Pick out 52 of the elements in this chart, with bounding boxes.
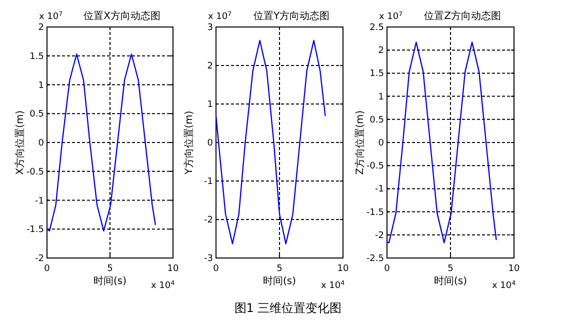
y-axis-title: X方向位置(m) (14, 110, 26, 175)
y-tick-label: -2 (375, 230, 384, 241)
caption: 图1 三维位置变化图 (234, 301, 342, 315)
text: x 10$^{7}$ (39, 10, 63, 22)
y-tick-label: 0.5 (30, 110, 44, 120)
y-axis-title: Y方向位置(m) (183, 110, 195, 176)
y-tick-label: 1 (378, 92, 384, 102)
chart-title: 位置X方向动态图 (84, 10, 160, 22)
y-tick-label: 0 (207, 138, 214, 148)
y-tick-label: 2 (38, 23, 44, 33)
line-series (215, 40, 326, 244)
y-tick-label: -0.5 (366, 162, 384, 172)
x-axis-title: 时间(s) (93, 275, 127, 287)
y-tick-label: 0 (38, 138, 44, 148)
y-tick-label: -2.5 (366, 254, 384, 264)
y-tick-label: -3 (204, 254, 213, 264)
text: x 10$^{7}$ (379, 10, 403, 22)
y-tick-label: -1.5 (366, 208, 384, 218)
y-tick-label: 1 (38, 80, 44, 91)
y-axis-title: Z方向位置(m) (354, 110, 366, 175)
x-tick-label: 5 (448, 264, 454, 274)
y-tick-label: -0.5 (26, 167, 44, 178)
x-axis-title: 时间(s) (262, 275, 296, 287)
x-tick-label: 5 (107, 264, 113, 274)
x-tick-label: 5 (276, 264, 282, 274)
y-tick-label: 2.5 (370, 23, 384, 33)
x-axis-title: 时间(s) (434, 275, 468, 287)
text: x 10$^{7}$ (208, 10, 232, 22)
y-tick-label: 2 (207, 62, 213, 72)
y-tick-label: 2 (378, 46, 384, 56)
chart-title: 位置Y方向动态图 (253, 10, 330, 22)
y-tick-label: 0.5 (370, 115, 384, 126)
text: x 10$^{4}$ (151, 280, 175, 291)
y-tick-label: -1 (204, 177, 213, 187)
y-tick-label: -1.5 (26, 225, 44, 236)
y-tick-label: 1.5 (370, 69, 384, 80)
y-tick-label: -1 (35, 196, 44, 206)
y-tick-label: 0 (378, 138, 384, 148)
y-tick-label: -1 (375, 184, 384, 195)
y-tick-label: 1 (207, 100, 213, 110)
text: x 10$^{4}$ (321, 280, 345, 291)
line-series (46, 54, 156, 232)
y-tick-label: -2 (35, 254, 44, 264)
chart-title: 位置Z方向动态图 (424, 10, 501, 22)
x-tick-label: 10 (337, 264, 349, 274)
y-tick-label: 1.5 (30, 52, 44, 62)
y-tick-label: -2 (204, 216, 213, 226)
y-tick-label: 3 (207, 23, 213, 33)
x-tick-label: 10 (167, 264, 179, 274)
text: x 10$^{4}$ (492, 280, 516, 291)
x-tick-label: 10 (508, 264, 520, 274)
line-series (386, 42, 497, 244)
